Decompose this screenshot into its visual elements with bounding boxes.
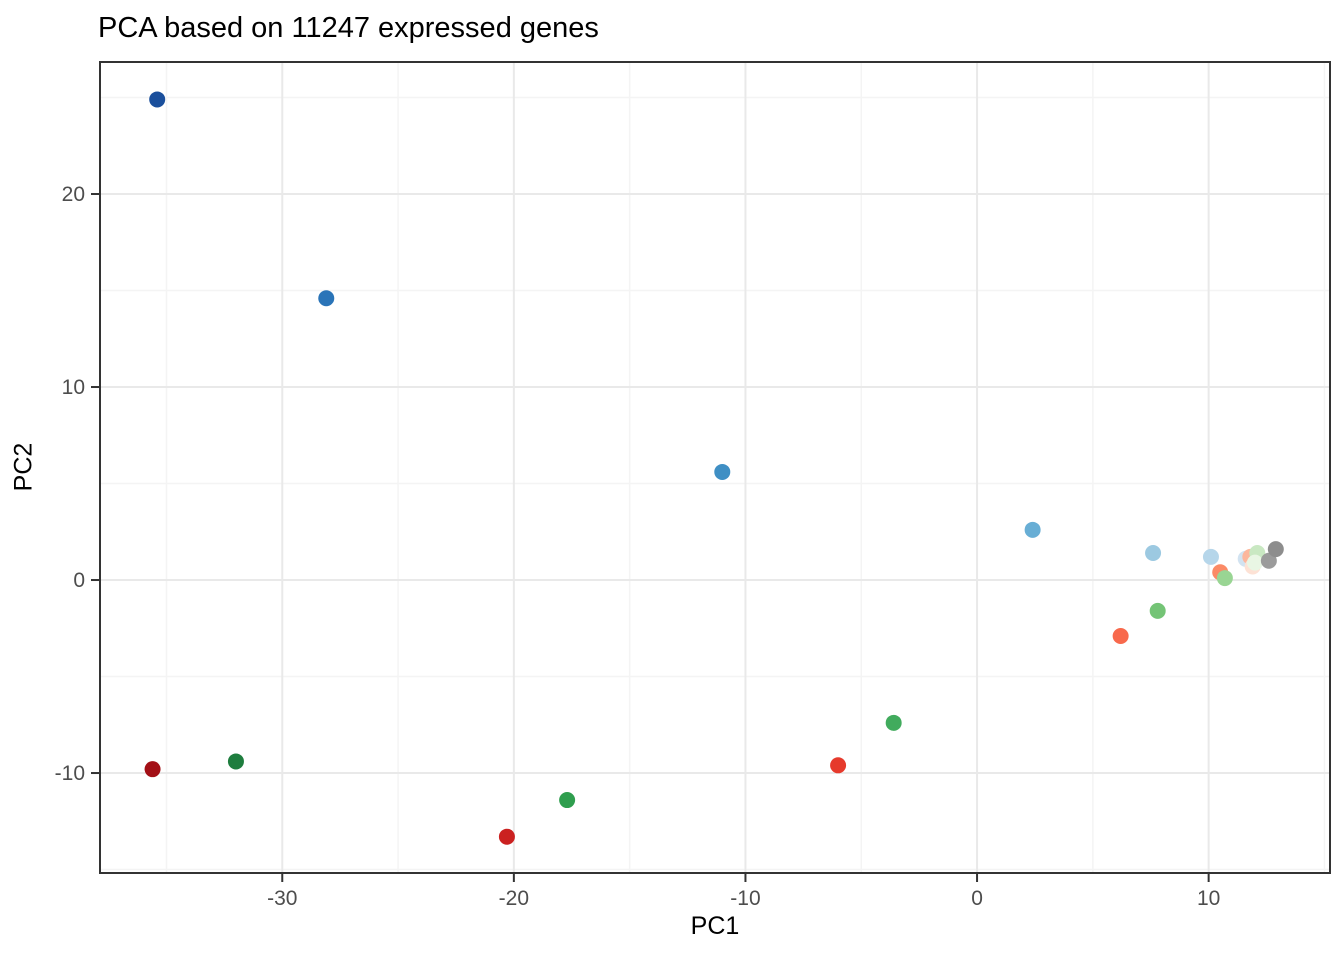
data-point [149,91,166,108]
data-point [1267,541,1284,558]
data-point [1260,552,1277,569]
x-axis-title: PC1 [690,912,740,940]
data-point [559,792,576,809]
y-tick-label: 20 [62,183,85,206]
chart-title: PCA based on 11247 expressed genes [98,12,599,44]
x-tick-label: -10 [730,887,760,910]
data-point [144,761,161,778]
data-point [1112,627,1129,644]
data-point [1145,545,1162,562]
data-point [1246,554,1263,571]
panel-background [100,62,1330,873]
y-axis-title: PC2 [9,442,38,492]
data-point [227,753,244,770]
data-point [1202,548,1219,565]
y-tick-label: -10 [55,762,85,785]
data-point [1216,570,1233,587]
data-point [498,828,515,845]
y-tick-label: 10 [62,376,85,399]
data-point [318,290,335,307]
x-tick-label: -20 [499,887,529,910]
panel-border [99,61,1331,874]
data-point [714,463,731,480]
data-point [830,757,847,774]
x-tick-label: -30 [267,887,297,910]
x-tick-label: 10 [1197,887,1220,910]
y-tick-label: 0 [73,569,85,592]
data-point [1149,602,1166,619]
x-tick-label: 0 [971,887,983,910]
data-point [1024,521,1041,538]
data-point [885,714,902,731]
